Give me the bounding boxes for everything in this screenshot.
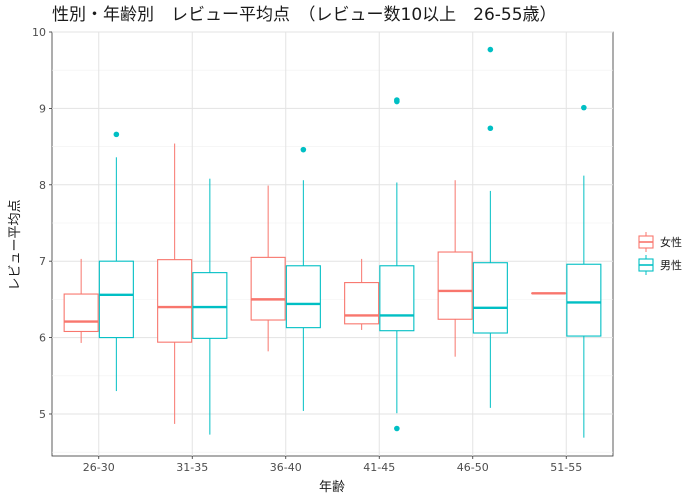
box-iqr <box>157 259 193 343</box>
box-iqr <box>285 265 321 329</box>
y-tick-label: 10 <box>32 26 46 39</box>
box-46-50-0 <box>437 180 473 357</box>
x-tick-label: 26-30 <box>83 461 115 474</box>
box-31-35-1 <box>192 178 228 435</box>
x-tick-label: 41-45 <box>363 461 395 474</box>
box-31-35-0 <box>157 143 193 424</box>
y-axis-title: レビュー平均点 <box>8 199 23 290</box>
plot-panel <box>51 31 614 457</box>
outlier-point <box>487 125 494 132</box>
box-iqr <box>437 251 473 320</box>
box-iqr <box>344 282 380 325</box>
y-tick-label: 8 <box>39 179 46 192</box>
box-iqr <box>472 262 508 334</box>
boxes <box>63 46 602 438</box>
box-iqr <box>63 293 99 333</box>
legend-label: 男性 <box>660 258 682 272</box>
y-tick-label: 6 <box>39 332 46 345</box>
outlier-point <box>113 131 120 138</box>
outlier-point <box>394 425 400 432</box>
x-tick-label: 36-40 <box>270 461 302 474</box>
box-iqr <box>379 265 415 332</box>
box-41-45-0 <box>344 258 380 330</box>
y-tick-label: 5 <box>39 408 46 421</box>
box-iqr <box>566 263 602 337</box>
box-46-50-1 <box>472 46 508 408</box>
legend-item: 男性 <box>638 255 682 275</box>
outlier-point <box>581 104 587 111</box>
legend-item: 女性 <box>638 232 682 252</box>
y-tick-label: 9 <box>39 102 46 115</box>
x-axis-title: 年齢 <box>319 480 345 495</box>
box-41-45-1 <box>379 97 415 432</box>
box-iqr <box>250 256 286 321</box>
box-iqr <box>192 272 228 339</box>
y-tick-label: 7 <box>39 255 46 268</box>
box-51-55-1 <box>566 104 602 438</box>
outlier-point <box>300 146 307 153</box>
box-36-40-0 <box>250 185 286 352</box>
box-36-40-1 <box>285 146 321 411</box>
axes: 5 6 7 8 9 10 26-30 31-35 36-40 41-45 46-50 51-55 <box>32 26 582 474</box>
x-tick-label: 31-35 <box>176 461 208 474</box>
box-iqr <box>98 260 134 339</box>
grid <box>51 31 614 457</box>
box-26-30-0 <box>63 258 99 343</box>
box-26-30-1 <box>98 131 134 392</box>
outlier-point <box>487 46 494 53</box>
outlier-point <box>394 97 400 103</box>
chart-title: 性別・年齢別 レビュー平均点 （レビュー数10以上 26-55歳） <box>52 5 557 25</box>
x-tick-label: 51-55 <box>550 461 582 474</box>
legend-label: 女性 <box>660 235 682 249</box>
x-tick-label: 46-50 <box>457 461 489 474</box>
